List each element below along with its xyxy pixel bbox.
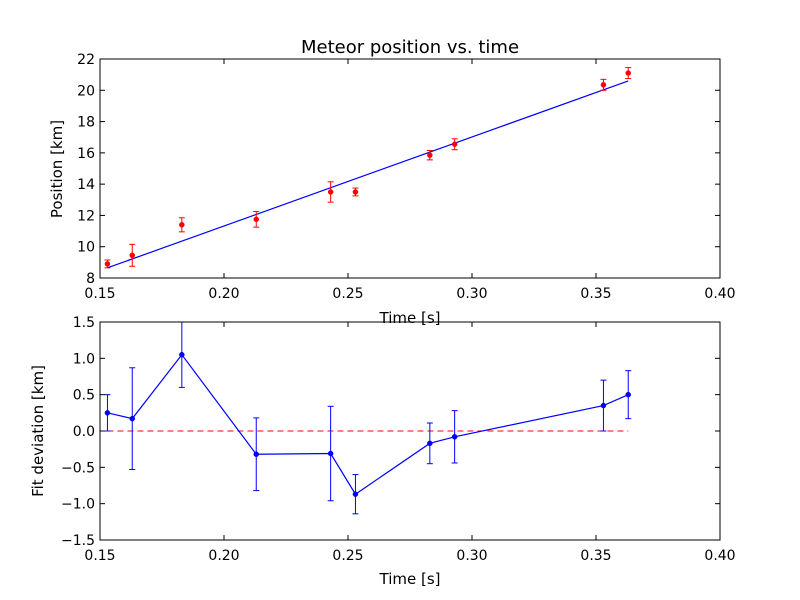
position-y-ticks: 8 10 12 14 16 18 20 22 [77,52,720,287]
position-y-axis-label: Position [km] [48,120,66,218]
position-x-tick-label: 0.25 [332,286,363,302]
position-x-tick-label: 0.20 [208,286,239,302]
deviation-y-tick-label: 1.0 [73,351,95,367]
position-x-tick-label: 0.40 [704,286,735,302]
deviation-y-axis-label: Fit deviation [km] [29,365,47,497]
deviation-plot-area [104,321,632,515]
deviation-point [427,440,433,447]
position-x-axis-label: Time [s] [379,309,441,327]
position-y-tick-label: 10 [77,240,95,256]
position-y-tick-label: 14 [77,177,95,193]
deviation-y-tick-label: 1.5 [73,315,95,331]
deviation-x-ticks: 0.15 0.20 0.25 0.30 0.35 0.40 [84,322,736,564]
deviation-point [600,402,607,409]
position-point [451,141,458,148]
deviation-x-tick-label: 0.15 [84,548,115,564]
position-point [179,222,185,228]
position-chart: Meteor position vs. time 8 10 12 14 16 18 20 22… [48,37,736,327]
position-point [427,152,433,158]
position-y-tick-label: 18 [77,115,95,131]
deviation-line [107,353,629,496]
position-chart-frame [99,58,721,279]
position-point [129,252,135,259]
fit-line [107,80,629,269]
position-x-tick-label: 0.15 [84,286,115,302]
deviation-y-tick-label: −1.0 [61,497,95,513]
deviation-x-tick-label: 0.35 [580,548,611,564]
position-chart-title: Meteor position vs. time [301,37,519,58]
deviation-y-tick-label: 0.5 [73,388,95,404]
position-y-tick-label: 8 [86,271,95,287]
deviation-y-tick-label: −1.5 [61,533,95,549]
deviation-x-tick-label: 0.40 [704,548,735,564]
deviation-x-axis-label: Time [s] [379,570,441,588]
deviation-point [179,351,185,358]
deviation-x-tick-label: 0.20 [208,548,239,564]
deviation-y-ticks: 1.5 1.0 0.5 0.0 −0.5 −1.0 −1.5 [61,315,720,549]
deviation-point [104,410,111,416]
position-point [253,216,259,223]
deviation-point [253,451,259,458]
position-y-tick-label: 20 [77,83,95,99]
position-x-ticks: 0.15 0.20 0.25 0.30 0.35 0.40 [84,59,736,302]
position-point [352,189,359,195]
position-point [104,261,111,267]
position-point [625,70,631,76]
position-y-tick-label: 16 [77,146,95,162]
deviation-point [327,450,334,457]
deviation-point [352,491,359,497]
deviation-x-tick-label: 0.25 [332,548,363,564]
position-x-tick-label: 0.35 [580,286,611,302]
deviation-y-tick-label: 0.0 [73,424,95,440]
position-plot-area [104,67,632,269]
position-point [600,82,607,88]
deviation-y-tick-label: −0.5 [61,460,95,476]
deviation-point [451,434,458,440]
position-y-tick-label: 22 [77,52,95,68]
deviation-point [129,415,135,422]
deviation-x-tick-label: 0.30 [456,548,487,564]
deviation-point [625,391,631,398]
position-y-tick-label: 12 [77,208,95,224]
position-point [327,189,334,195]
deviation-chart: 1.5 1.0 0.5 0.0 −0.5 −1.0 −1.5 0.15 0.20 0.25 0.3… [29,315,736,588]
position-x-tick-label: 0.30 [456,286,487,302]
